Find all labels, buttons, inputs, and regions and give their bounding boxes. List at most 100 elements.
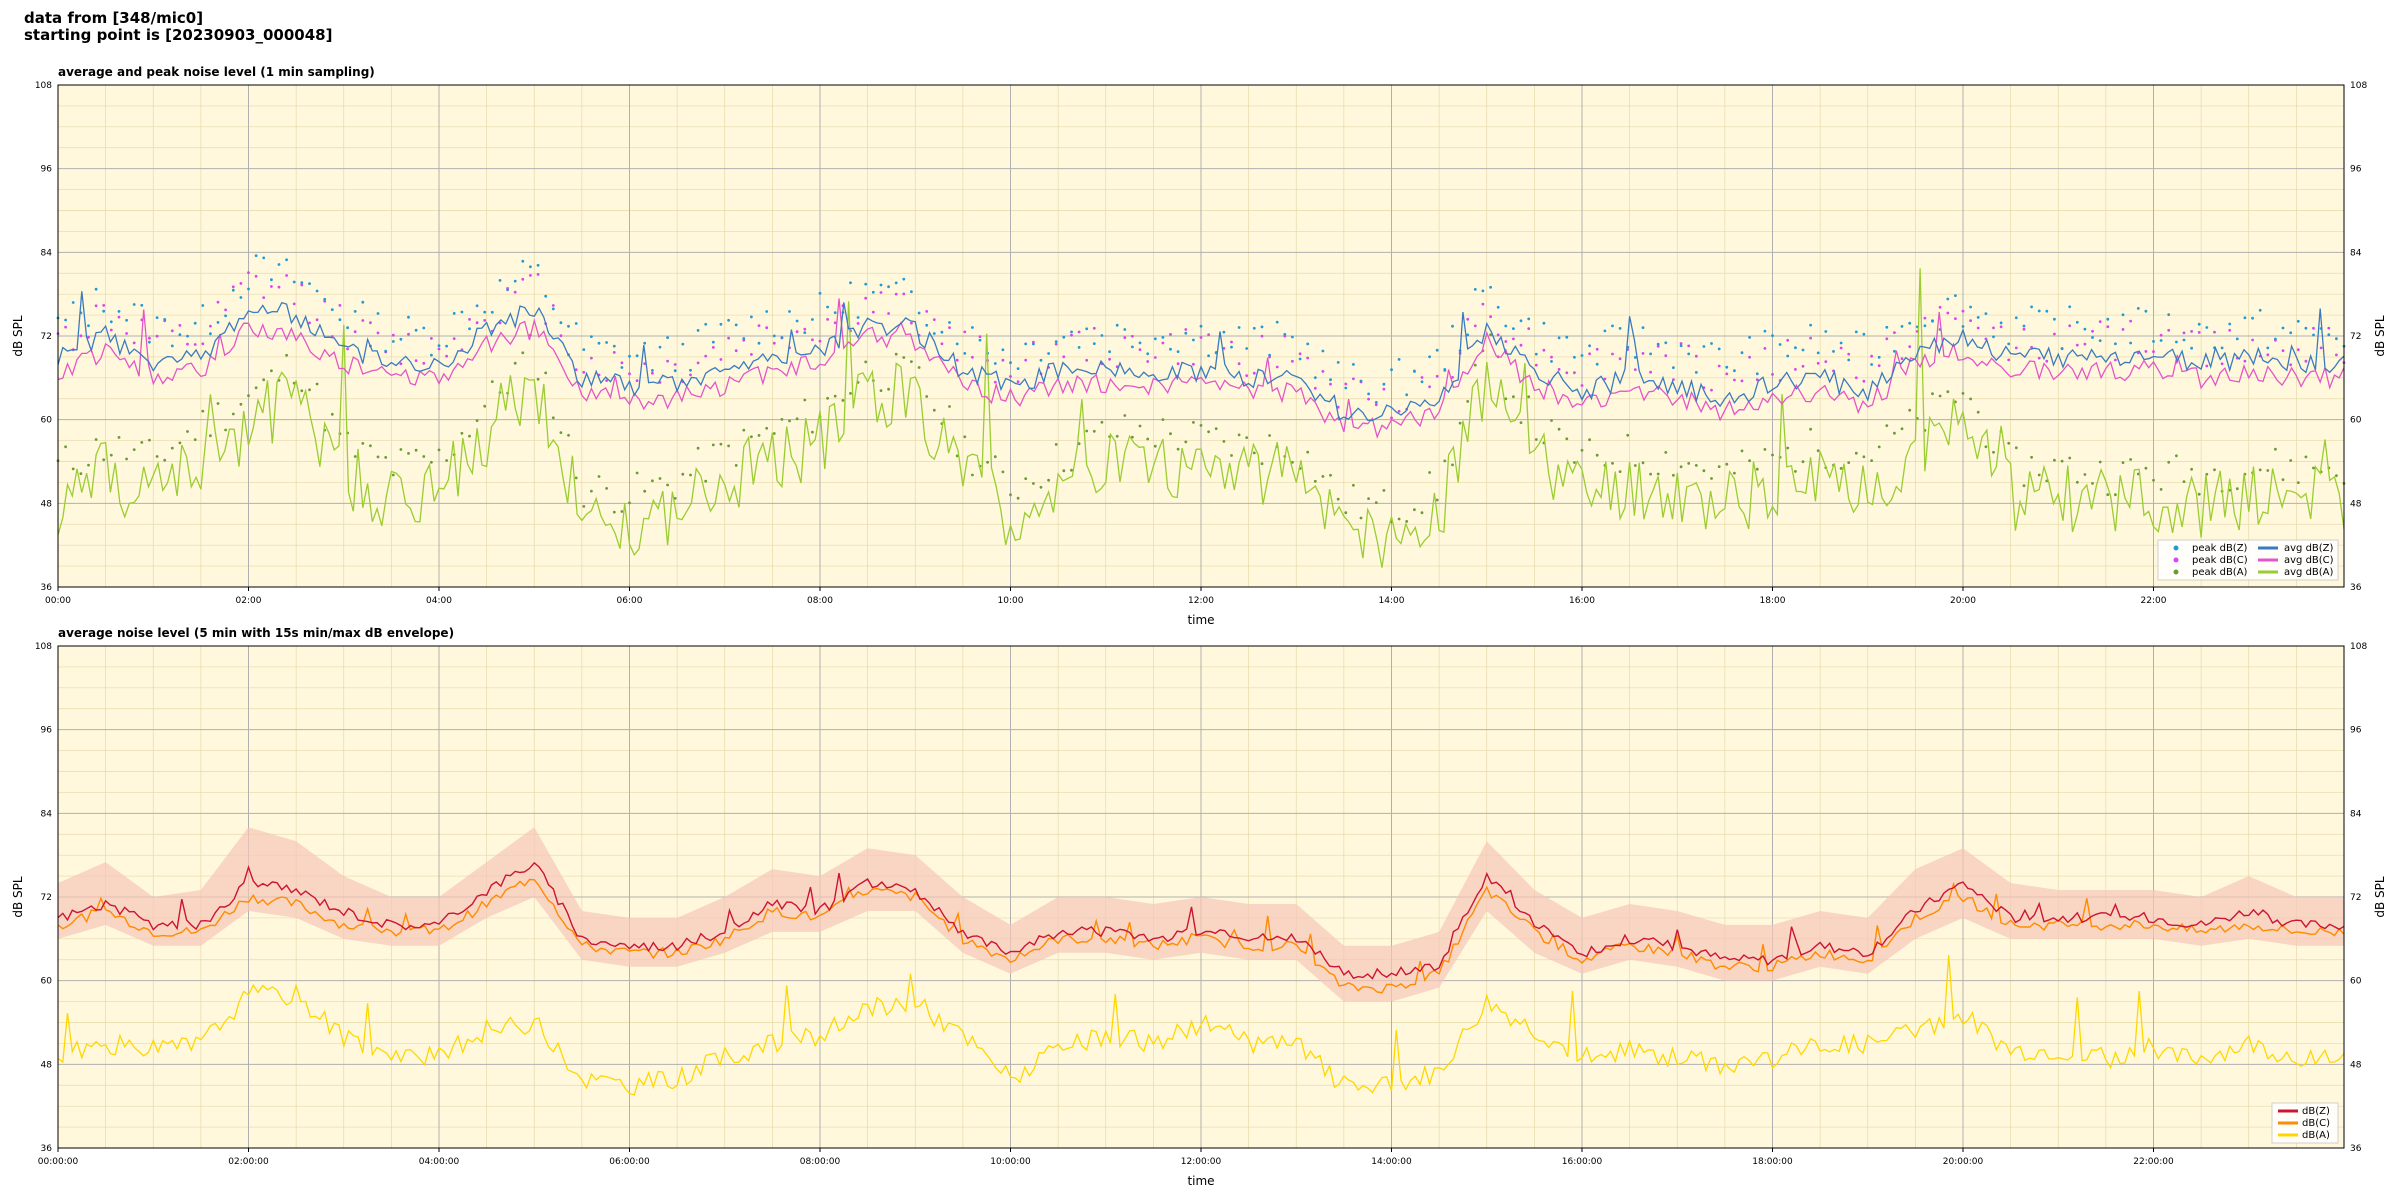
peak-dbc	[430, 337, 433, 340]
peak-dba	[1192, 421, 1195, 424]
peak-dbc	[1923, 316, 1927, 320]
peak-dbz	[1131, 345, 1134, 349]
peak-dba	[384, 456, 388, 459]
peak-dbz	[1725, 365, 1729, 369]
peak-dbz	[1877, 355, 1881, 359]
peak-dba	[1633, 464, 1637, 467]
peak-dbz	[2304, 326, 2308, 330]
peak-dbc	[148, 336, 151, 340]
peak-dbc	[1893, 331, 1896, 334]
peak-dba	[1976, 410, 1980, 414]
y-tick-label: 108	[35, 642, 52, 652]
peak-dbz	[2007, 342, 2011, 346]
peak-dba	[2182, 480, 2186, 483]
peak-dbc	[1565, 371, 1569, 375]
peak-dbc	[955, 358, 959, 362]
peak-dba	[1184, 440, 1188, 444]
peak-dba	[910, 360, 913, 363]
peak-dbc	[285, 274, 288, 277]
peak-dbz	[605, 341, 608, 344]
dba-line	[57, 955, 2345, 1096]
x-tick-label: 18:00	[1760, 596, 1786, 606]
peak-dba	[132, 448, 136, 451]
peak-dba	[407, 452, 410, 455]
avg-dbc-line	[57, 298, 2345, 440]
peak-dba	[2007, 441, 2011, 445]
peak-dba	[2121, 461, 2125, 464]
peak-dbz	[551, 307, 555, 311]
peak-dbc	[811, 338, 814, 342]
peak-dba	[1039, 485, 1043, 489]
peak-dbz	[87, 324, 90, 328]
peak-dba	[308, 388, 311, 392]
peak-dba	[2289, 459, 2293, 462]
y-tick-label-right: 60	[2350, 977, 2362, 987]
peak-dba	[917, 366, 921, 369]
peak-dbc	[376, 331, 380, 335]
peak-dba	[948, 405, 951, 408]
peak-dba	[574, 476, 578, 480]
legend: dB(Z)dB(C)dB(A)	[2271, 1102, 2339, 1144]
peak-dba	[925, 395, 929, 398]
peak-dbc	[1824, 360, 1828, 363]
y-tick-label: 96	[41, 726, 53, 736]
peak-dba	[178, 441, 182, 445]
peak-dbc	[993, 380, 997, 384]
peak-dbc	[437, 347, 441, 351]
x-tick-label: 06:00:00	[609, 1157, 650, 1167]
peak-dbc	[818, 339, 822, 343]
x-tick-label: 10:00	[998, 596, 1024, 606]
peak-dbc	[445, 354, 448, 358]
peak-dbz	[2045, 309, 2049, 313]
peak-dbz	[582, 348, 586, 351]
peak-dbc	[1816, 361, 1820, 365]
peak-dba	[1893, 431, 1896, 435]
peak-dbz	[1435, 348, 1439, 352]
peak-dbc	[399, 362, 403, 366]
peak-dba	[689, 473, 692, 477]
y-tick-label-right: 72	[2350, 332, 2361, 342]
peak-dbz	[772, 334, 776, 338]
peak-dbz	[64, 318, 67, 322]
peak-dbc	[1153, 356, 1157, 359]
peak-dbc	[2022, 327, 2026, 331]
peak-dbz	[1192, 338, 1195, 342]
peak-dbc	[209, 324, 212, 328]
peak-dbc	[2091, 329, 2094, 333]
peak-dbz	[209, 332, 212, 336]
peak-dbz	[125, 318, 128, 322]
peak-dbc	[1252, 371, 1256, 375]
peak-dbc	[925, 310, 929, 313]
peak-dbc	[1176, 362, 1180, 366]
peak-dbz	[1702, 345, 1706, 348]
header-line-2: starting point is [20230903_000048]	[24, 26, 333, 44]
peak-dbz	[1801, 348, 1805, 352]
peak-dbc	[193, 343, 197, 346]
peak-dbz	[917, 311, 921, 315]
peak-dbz	[628, 354, 631, 358]
legend-label: dB(C)	[2302, 1118, 2330, 1129]
peak-dbc	[277, 285, 281, 289]
peak-dba	[1946, 390, 1950, 394]
peak-dbc	[1694, 354, 1698, 358]
peak-dbz	[1580, 354, 1584, 357]
peak-dbc	[1847, 352, 1851, 356]
peak-dba	[2144, 466, 2148, 470]
peak-dbc	[1969, 319, 1972, 322]
peak-dbc	[1138, 348, 1142, 351]
peak-dba	[795, 417, 799, 421]
peak-dbz	[1588, 344, 1591, 348]
peak-dba	[567, 433, 570, 437]
peak-dbc	[117, 315, 121, 319]
peak-dbz	[894, 281, 898, 285]
peak-dbz	[811, 318, 814, 321]
peak-dbz	[1717, 347, 1721, 351]
peak-dbz	[2053, 317, 2056, 321]
peak-dbc	[803, 327, 807, 331]
peak-dbz	[1794, 346, 1797, 350]
peak-dbz	[1176, 350, 1180, 353]
peak-dba	[2129, 458, 2133, 461]
peak-dbc	[1794, 368, 1797, 371]
page-header: data from [348/mic0] starting point is […	[24, 10, 332, 44]
peak-dba	[2083, 473, 2087, 476]
